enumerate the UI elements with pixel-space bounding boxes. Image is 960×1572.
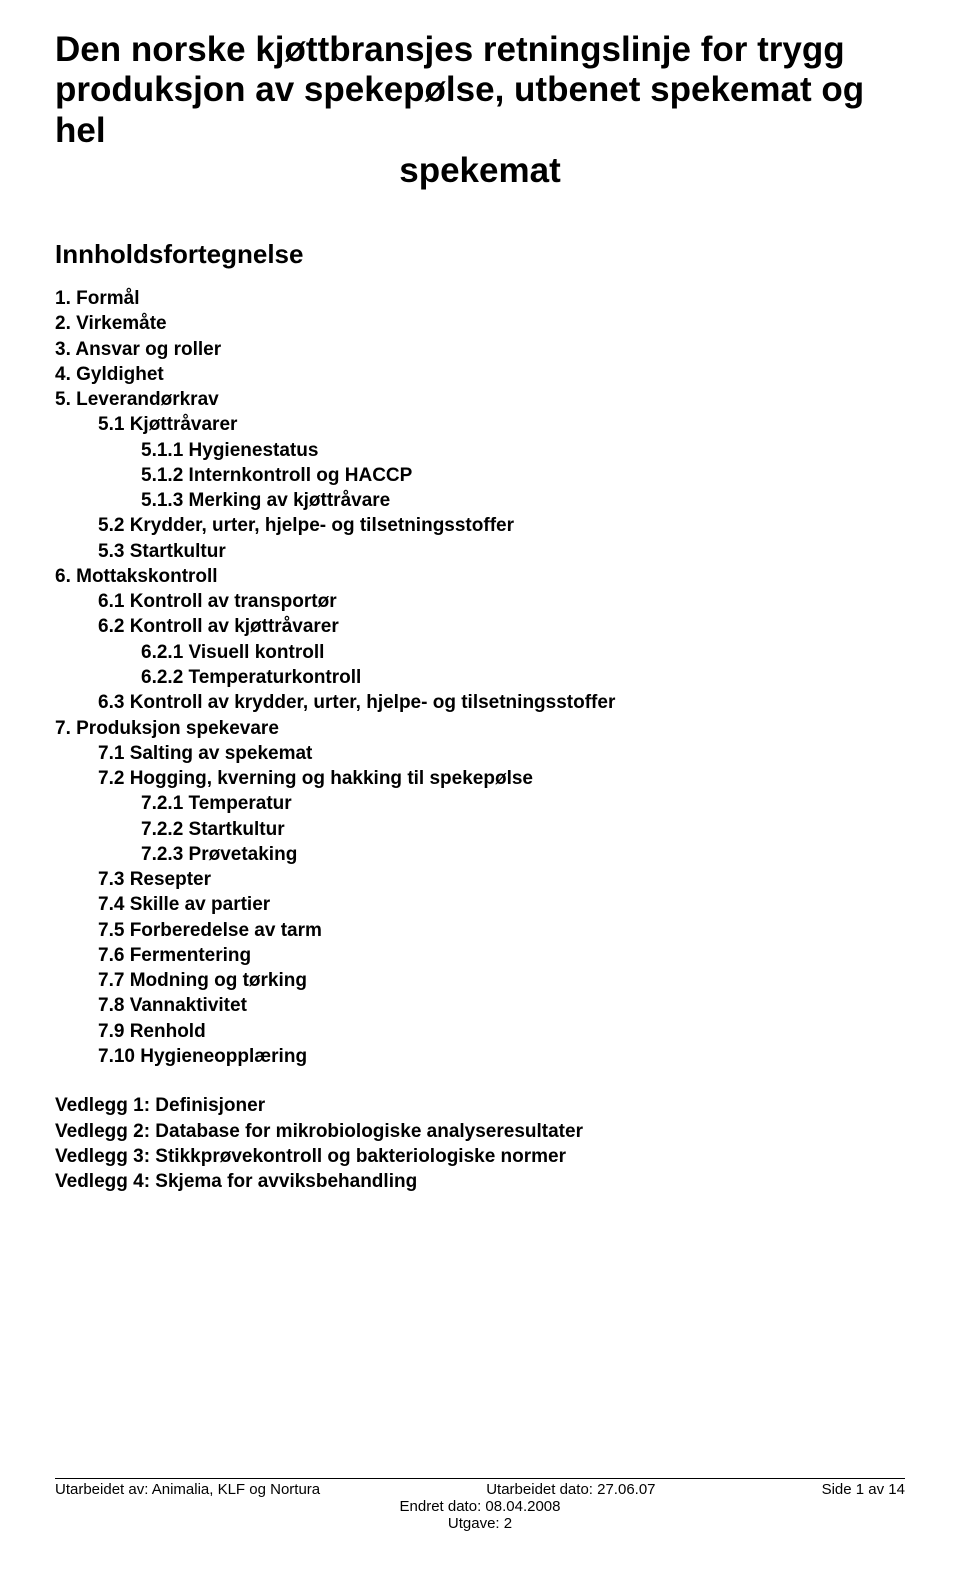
toc-item: 7.8 Vannaktivitet — [55, 993, 905, 1018]
attachment-item: Vedlegg 1: Definisjoner — [55, 1093, 905, 1118]
toc-item: 7.2.1 Temperatur — [55, 791, 905, 816]
toc-item: 6.2.2 Temperaturkontroll — [55, 665, 905, 690]
toc-item: 7.2.3 Prøvetaking — [55, 842, 905, 867]
footer-page-number: Side 1 av 14 — [822, 1481, 905, 1498]
attachment-item: Vedlegg 4: Skjema for avviksbehandling — [55, 1169, 905, 1194]
toc-item: 5.1 Kjøttråvarer — [55, 412, 905, 437]
toc-list: 1. Formål2. Virkemåte3. Ansvar og roller… — [55, 286, 905, 1069]
spacer — [55, 1194, 905, 1478]
toc-item: 7.3 Resepter — [55, 867, 905, 892]
page-container: Den norske kjøttbransjes retningslinje f… — [0, 0, 960, 1572]
toc-item: 7.9 Renhold — [55, 1019, 905, 1044]
toc-item: 3. Ansvar og roller — [55, 337, 905, 362]
toc-item: 4. Gyldighet — [55, 362, 905, 387]
toc-item: 7.5 Forberedelse av tarm — [55, 918, 905, 943]
title-line-1: Den norske kjøttbransjes retningslinje f… — [55, 30, 905, 70]
toc-item: 7.10 Hygieneopplæring — [55, 1044, 905, 1069]
toc-item: 6.2.1 Visuell kontroll — [55, 640, 905, 665]
toc-item: 6.1 Kontroll av transportør — [55, 589, 905, 614]
toc-item: 7. Produksjon spekevare — [55, 716, 905, 741]
footer-row-1: Utarbeidet av: Animalia, KLF og Nortura … — [55, 1481, 905, 1498]
footer-row-3: Utgave: 2 — [55, 1515, 905, 1532]
footer-row-2: Endret dato: 08.04.2008 — [55, 1498, 905, 1515]
toc-item: 6.3 Kontroll av krydder, urter, hjelpe- … — [55, 690, 905, 715]
toc-item: 5.1.3 Merking av kjøttråvare — [55, 488, 905, 513]
toc-item: 7.1 Salting av spekemat — [55, 741, 905, 766]
toc-item: 5.3 Startkultur — [55, 539, 905, 564]
toc-item: 5.2 Krydder, urter, hjelpe- og tilsetnin… — [55, 513, 905, 538]
document-title: Den norske kjøttbransjes retningslinje f… — [55, 30, 905, 191]
toc-item: 7.2 Hogging, kverning og hakking til spe… — [55, 766, 905, 791]
footer-created-date: Utarbeidet dato: 27.06.07 — [486, 1481, 655, 1498]
attachment-item: Vedlegg 2: Database for mikrobiologiske … — [55, 1119, 905, 1144]
toc-heading: Innholdsfortegnelse — [55, 239, 905, 270]
toc-item: 2. Virkemåte — [55, 311, 905, 336]
attachment-item: Vedlegg 3: Stikkprøvekontroll og bakteri… — [55, 1144, 905, 1169]
footer-modified-date: Endret dato: 08.04.2008 — [400, 1498, 561, 1515]
footer-version: Utgave: 2 — [448, 1515, 512, 1532]
toc-item: 7.6 Fermentering — [55, 943, 905, 968]
toc-item: 1. Formål — [55, 286, 905, 311]
toc-item: 6.2 Kontroll av kjøttråvarer — [55, 614, 905, 639]
toc-item: 7.4 Skille av partier — [55, 892, 905, 917]
title-line-2: produksjon av spekepølse, utbenet spekem… — [55, 70, 905, 151]
title-line-3: spekemat — [55, 151, 905, 191]
attachments-list: Vedlegg 1: DefinisjonerVedlegg 2: Databa… — [55, 1093, 905, 1194]
footer-separator — [55, 1478, 905, 1479]
toc-item: 7.7 Modning og tørking — [55, 968, 905, 993]
toc-item: 5.1.1 Hygienestatus — [55, 438, 905, 463]
toc-item: 5.1.2 Internkontroll og HACCP — [55, 463, 905, 488]
toc-item: 7.2.2 Startkultur — [55, 817, 905, 842]
toc-item: 6. Mottakskontroll — [55, 564, 905, 589]
toc-item: 5. Leverandørkrav — [55, 387, 905, 412]
footer-author: Utarbeidet av: Animalia, KLF og Nortura — [55, 1481, 320, 1498]
